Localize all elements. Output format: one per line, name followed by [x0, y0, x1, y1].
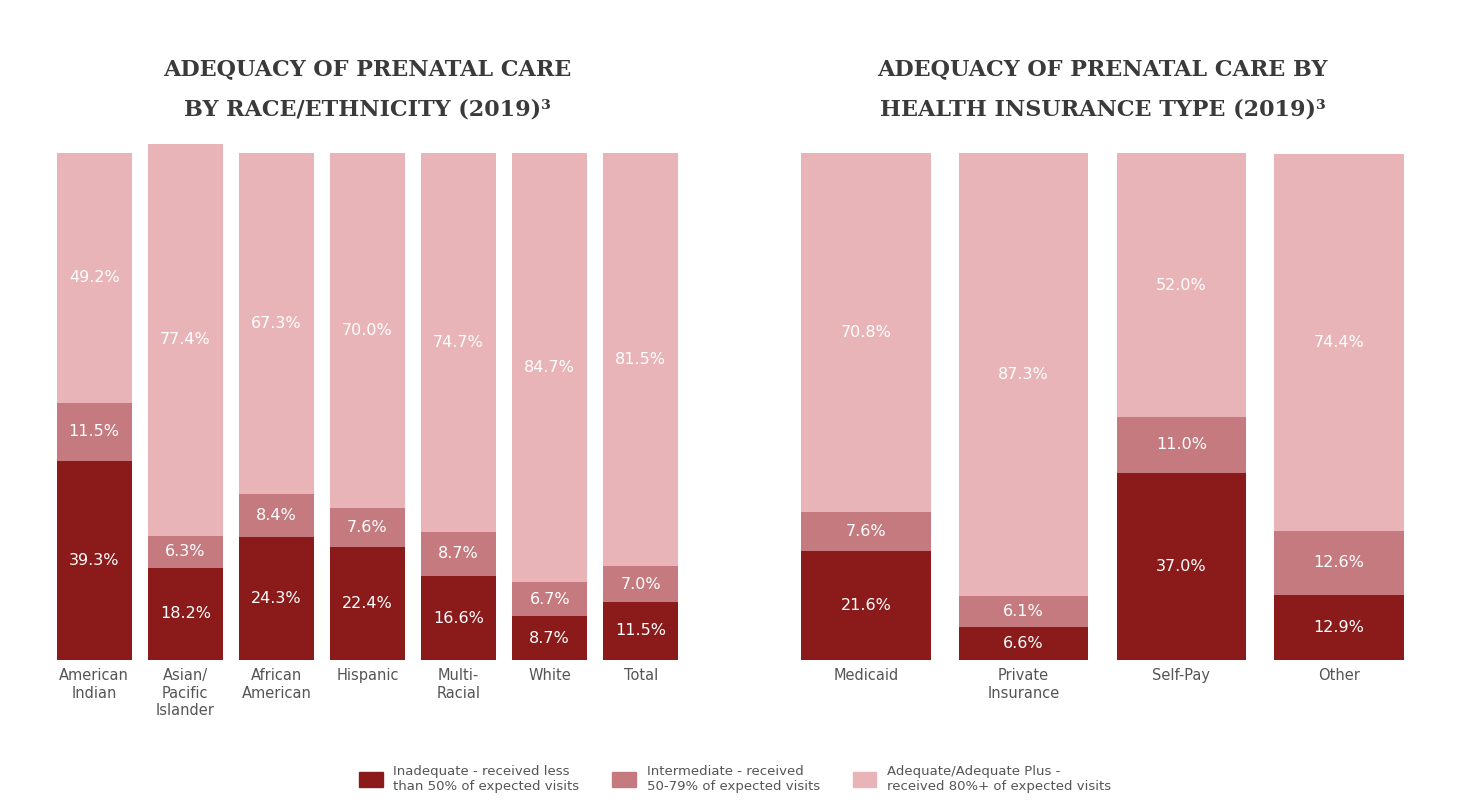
Text: 12.6%: 12.6% — [1314, 555, 1364, 570]
Text: 52.0%: 52.0% — [1155, 278, 1207, 292]
Text: 7.0%: 7.0% — [620, 576, 662, 592]
Text: 11.5%: 11.5% — [616, 623, 666, 638]
Text: 67.3%: 67.3% — [251, 316, 301, 332]
Text: 7.6%: 7.6% — [845, 524, 886, 539]
Text: 8.7%: 8.7% — [438, 547, 479, 561]
Bar — [422, 153, 495, 532]
Text: 70.8%: 70.8% — [841, 325, 891, 341]
Bar — [1274, 154, 1404, 530]
Text: 11.0%: 11.0% — [1155, 437, 1207, 452]
Text: 77.4%: 77.4% — [160, 332, 210, 347]
Text: 6.7%: 6.7% — [529, 592, 570, 606]
Bar — [331, 508, 404, 547]
Bar — [801, 551, 931, 660]
Bar — [604, 602, 678, 660]
Bar — [57, 402, 131, 461]
Text: 16.6%: 16.6% — [434, 610, 484, 625]
Text: ADEQUACY OF PRENATAL CARE: ADEQUACY OF PRENATAL CARE — [163, 59, 572, 80]
Bar — [1117, 473, 1247, 660]
Text: 8.4%: 8.4% — [256, 508, 297, 523]
Bar — [801, 512, 931, 551]
Text: 22.4%: 22.4% — [343, 596, 392, 611]
Text: 6.6%: 6.6% — [1004, 636, 1044, 651]
Text: HEALTH INSURANCE TYPE (2019)³: HEALTH INSURANCE TYPE (2019)³ — [879, 99, 1326, 121]
Bar — [513, 582, 587, 616]
Bar — [148, 536, 222, 568]
Text: 12.9%: 12.9% — [1314, 620, 1364, 635]
Bar — [604, 567, 678, 602]
Bar — [1274, 595, 1404, 660]
Text: 6.3%: 6.3% — [165, 544, 206, 559]
Text: 7.6%: 7.6% — [347, 520, 388, 535]
Text: 84.7%: 84.7% — [525, 360, 575, 375]
Bar — [57, 461, 131, 660]
Bar — [604, 153, 678, 567]
Text: 18.2%: 18.2% — [160, 606, 210, 621]
Text: 6.1%: 6.1% — [1003, 604, 1044, 619]
Bar — [1117, 417, 1247, 473]
Bar — [801, 153, 931, 512]
Bar — [331, 153, 404, 508]
Text: 81.5%: 81.5% — [616, 353, 666, 367]
Bar — [240, 153, 313, 494]
Bar — [57, 153, 131, 402]
Bar — [422, 532, 495, 576]
Text: 74.7%: 74.7% — [434, 335, 484, 350]
Bar — [958, 596, 1088, 626]
Text: 87.3%: 87.3% — [998, 367, 1050, 382]
Bar — [148, 568, 222, 660]
Text: 74.4%: 74.4% — [1314, 335, 1364, 350]
Bar — [958, 153, 1088, 596]
Bar — [240, 537, 313, 660]
Text: 21.6%: 21.6% — [841, 598, 891, 613]
Bar — [513, 616, 587, 660]
Bar — [1117, 153, 1247, 417]
Text: ADEQUACY OF PRENATAL CARE BY: ADEQUACY OF PRENATAL CARE BY — [878, 59, 1327, 80]
Legend: Inadequate - received less
than 50% of expected visits, Intermediate - received
: Inadequate - received less than 50% of e… — [354, 760, 1116, 799]
Bar — [240, 494, 313, 537]
Bar — [513, 153, 587, 582]
Bar — [148, 143, 222, 536]
Text: BY RACE/ETHNICITY (2019)³: BY RACE/ETHNICITY (2019)³ — [184, 99, 551, 121]
Text: 8.7%: 8.7% — [529, 630, 570, 646]
Bar — [958, 626, 1088, 660]
Text: 11.5%: 11.5% — [69, 424, 119, 440]
Text: 37.0%: 37.0% — [1155, 559, 1207, 574]
Text: 24.3%: 24.3% — [251, 591, 301, 606]
Text: 70.0%: 70.0% — [343, 323, 392, 338]
Bar — [1274, 530, 1404, 595]
Bar — [331, 547, 404, 660]
Bar — [422, 576, 495, 660]
Text: 49.2%: 49.2% — [69, 270, 119, 286]
Text: 39.3%: 39.3% — [69, 553, 119, 568]
